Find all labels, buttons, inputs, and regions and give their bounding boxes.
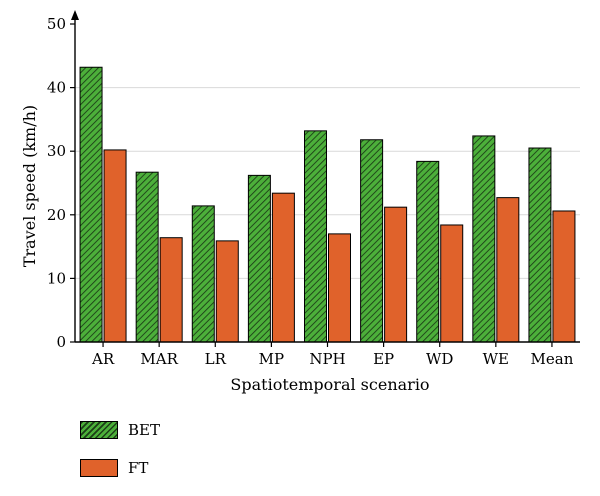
legend-swatch-ft [80,459,118,477]
bar-bet-mar [135,171,159,343]
bar-bet-we [472,135,496,343]
x-tick-labels: AR MAR LR MP NPH EP WD WE Mean [91,350,574,368]
y-tick-label-30: 30 [47,142,66,160]
bar-bet-lr [191,205,215,343]
x-tick-label-ep: EP [373,350,394,368]
legend-item-bet: BET [80,420,160,440]
bar-ft-ep [384,206,408,343]
x-tick-label-mp: MP [259,350,284,368]
y-tick-label-40: 40 [47,79,66,97]
x-tick-label-wd: WD [426,350,453,368]
bar-bet-mean [528,147,552,343]
x-tick-label-mean: Mean [531,350,574,368]
legend-swatch-bet [80,421,118,439]
bar-ft-mean [552,210,576,343]
bar-ft-mp [271,192,295,343]
bar-bet-ar [79,66,103,343]
x-tick-label-ar: AR [91,350,115,368]
bar-ft-ar [103,149,127,343]
y-axis-title: Travel speed (km/h) [20,105,39,267]
bar-ft-mar [159,237,183,343]
y-tick-label-10: 10 [47,269,66,287]
bar-bet-ep [360,139,384,343]
y-axis-arrow [71,10,79,20]
y-tick-label-0: 0 [56,333,66,351]
y-tick-label-50: 50 [47,15,66,33]
x-tick-label-we: WE [483,350,509,368]
axes [70,10,580,347]
legend: BET FT [80,420,160,496]
bar-ft-wd [440,224,464,343]
x-axis-title: Spatiotemporal scenario [230,375,429,394]
bar-ft-lr [215,240,239,343]
bar-ft-we [496,197,520,343]
legend-label-bet: BET [128,421,160,439]
x-tick-label-lr: LR [205,350,227,368]
bar-chart: 0 10 20 30 40 50 AR MAR LR MP NPH EP WD WE Mean Spati… [20,10,580,394]
bar-ft-nph [328,233,351,343]
bar-bet-wd [416,160,440,343]
gridlines [75,87,580,279]
x-tick-label-mar: MAR [140,350,178,368]
y-tick-labels: 0 10 20 30 40 50 [47,15,66,351]
x-tick-label-nph: NPH [309,350,345,368]
bars [79,66,576,343]
legend-label-ft: FT [128,459,149,477]
bar-bet-mp [247,174,271,343]
bar-bet-nph [304,130,327,343]
y-tick-label-20: 20 [47,206,66,224]
legend-item-ft: FT [80,458,160,478]
